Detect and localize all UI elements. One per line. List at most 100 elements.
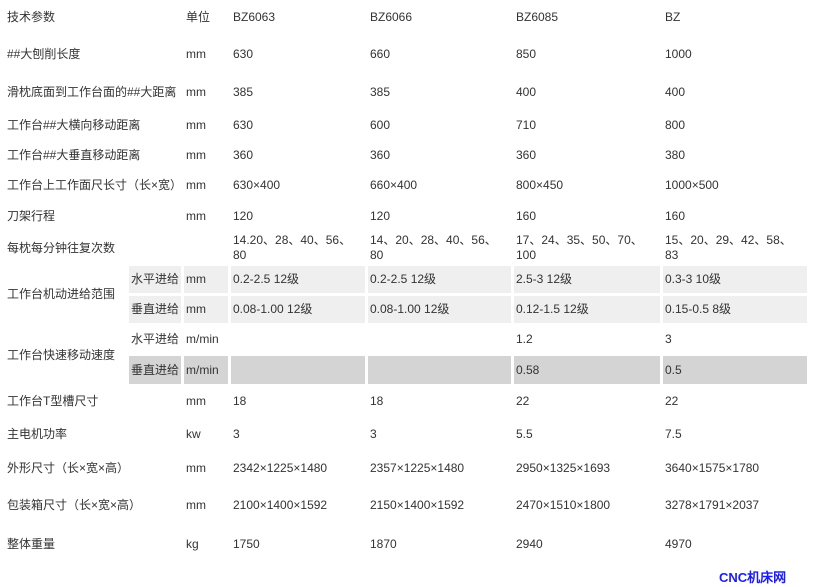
group-label: 工作台快速移动速度: [7, 347, 116, 362]
row-value: 600: [370, 117, 391, 132]
row-value: 630×400: [233, 178, 281, 192]
row-value: 360: [370, 148, 391, 162]
row-unit: mm: [186, 117, 206, 132]
row-value: 0.2-2.5 12级: [368, 266, 511, 293]
table-row: 工作台上工作面尺长寸（长×宽） mm 630×400 660×400 800×450 10…: [5, 172, 807, 199]
row-unit: kw: [186, 427, 201, 441]
row-unit: mm: [186, 461, 206, 475]
table-row: 工作台##大横向移动距离 mm 630 600 710 800: [5, 111, 807, 139]
row-value: 630: [233, 46, 254, 61]
table-row: 包装箱尺寸（长×宽×高） mm 2100×1400×1592 2150×1400×15…: [5, 487, 807, 524]
table-row: ##大刨削长度 mm 630 660 850 1000: [5, 34, 807, 74]
table-row: 主电机功率 kw 3 3 5.5 7.5: [5, 419, 807, 450]
row-value: 0.08-1.00 12级: [368, 296, 511, 323]
row-label: 工作台##大垂直移动距离: [7, 148, 141, 162]
row-value: 0.15-0.5 8级: [663, 296, 807, 323]
row-value: 0.5: [663, 356, 807, 384]
row-unit: mm: [186, 208, 206, 223]
row-label: 工作台T型槽尺寸: [7, 394, 99, 408]
row-value: [368, 356, 511, 384]
row-value: 660: [370, 46, 391, 61]
row-value: 160: [516, 208, 537, 223]
row-value: 0.3-3 10级: [663, 266, 807, 293]
row-label: 工作台##大横向移动距离: [7, 117, 141, 132]
group-label: 工作台机动进给范围: [7, 287, 116, 301]
row-value: 0.58: [514, 356, 660, 384]
row-value: 1000×500: [665, 178, 719, 192]
row-value: 660×400: [370, 178, 418, 192]
table-row: 工作台##大垂直移动距离 mm 360 360 360 380: [5, 142, 807, 169]
row-unit: mm: [184, 266, 228, 293]
row-value: 17、24、35、50、70、100: [516, 233, 643, 262]
row-value: 360: [233, 148, 254, 162]
header-model: BZ: [665, 9, 681, 24]
row-value: 380: [665, 148, 686, 162]
table-row: 每枕每分钟往复次数 14.20、28、40、56、80 14、20、28、40、56…: [5, 233, 807, 263]
row-value: 15、20、29、42、58、83: [665, 233, 792, 262]
row-value: 4970: [665, 537, 692, 551]
row-unit: [184, 233, 228, 263]
row-value: 3278×1791×2037: [665, 498, 760, 512]
row-unit: kg: [186, 537, 199, 551]
header-model: BZ6085: [516, 9, 559, 24]
row-label: 每枕每分钟往复次数: [7, 240, 116, 255]
row-value: 2357×1225×1480: [370, 461, 465, 475]
header-param: 技术参数: [7, 9, 56, 24]
row-value: 400: [665, 85, 686, 99]
row-label: 包装箱尺寸（长×宽×高）: [7, 498, 142, 512]
row-value: 3640×1575×1780: [665, 461, 760, 475]
row-value: 800: [665, 117, 686, 132]
row-value: [368, 326, 511, 353]
sub-label: 垂直进给: [129, 296, 181, 323]
row-value: 5.5: [516, 427, 533, 441]
row-unit: mm: [186, 178, 206, 192]
header-model: BZ6063: [233, 9, 276, 24]
row-value: 710: [516, 117, 537, 132]
table-row: 整体重量 kg 1750 1870 2940 4970: [5, 527, 807, 562]
row-value: 2950×1325×1693: [516, 461, 611, 475]
row-unit: m/min: [186, 332, 219, 346]
table-row: 刀架行程 mm 120 120 160 160: [5, 202, 807, 230]
row-value: 400: [516, 85, 537, 99]
row-value: 2470×1510×1800: [516, 498, 611, 512]
row-value: 3: [233, 427, 240, 441]
row-label: 滑枕底面到工作台面的##大距离: [7, 85, 177, 99]
row-value: 360: [516, 148, 537, 162]
row-value: 22: [665, 394, 679, 408]
row-value: 2.5-3 12级: [514, 266, 660, 293]
table-row: 技术参数 单位 BZ6063 BZ6066 BZ6085 BZ: [5, 3, 807, 31]
row-label: 外形尺寸（长×宽×高）: [7, 461, 130, 475]
row-unit: mm: [186, 85, 206, 99]
row-label: 整体重量: [7, 537, 56, 551]
row-unit: mm: [186, 148, 206, 162]
spec-table: 技术参数 单位 BZ6063 BZ6066 BZ6085 BZ ##大刨削长度 mm 630 66…: [2, 0, 810, 565]
row-unit: m/min: [184, 356, 228, 384]
row-value: 14.20、28、40、56、80: [233, 233, 352, 262]
row-value: 385: [370, 85, 391, 99]
row-value: 2100×1400×1592: [233, 498, 328, 512]
row-value: [231, 356, 365, 384]
row-value: 18: [233, 394, 247, 408]
row-value: 385: [233, 85, 254, 99]
row-value: 630: [233, 117, 254, 132]
sub-label: 水平进给: [131, 332, 180, 346]
row-value: 120: [233, 208, 254, 223]
row-unit: mm: [186, 394, 206, 408]
sub-label: 垂直进给: [129, 356, 181, 384]
row-value: 2940: [516, 537, 543, 551]
row-value: 7.5: [665, 427, 682, 441]
row-value: 18: [370, 394, 384, 408]
row-value: 1000: [665, 46, 692, 61]
row-value: 1750: [233, 537, 260, 551]
row-value: 22: [516, 394, 530, 408]
row-value: 800×450: [516, 178, 564, 192]
row-label: 工作台上工作面尺长寸（长×宽）: [7, 178, 181, 192]
table-row: 工作台T型槽尺寸 mm 18 18 22 22: [5, 387, 807, 416]
row-value: 160: [665, 208, 686, 223]
row-value: 2150×1400×1592: [370, 498, 465, 512]
table-row: 外形尺寸（长×宽×高） mm 2342×1225×1480 2357×1225×148…: [5, 453, 807, 484]
row-label: ##大刨削长度: [7, 46, 81, 61]
row-label: 主电机功率: [7, 427, 68, 441]
header-model: BZ6066: [370, 9, 413, 24]
row-value: 3: [370, 427, 377, 441]
